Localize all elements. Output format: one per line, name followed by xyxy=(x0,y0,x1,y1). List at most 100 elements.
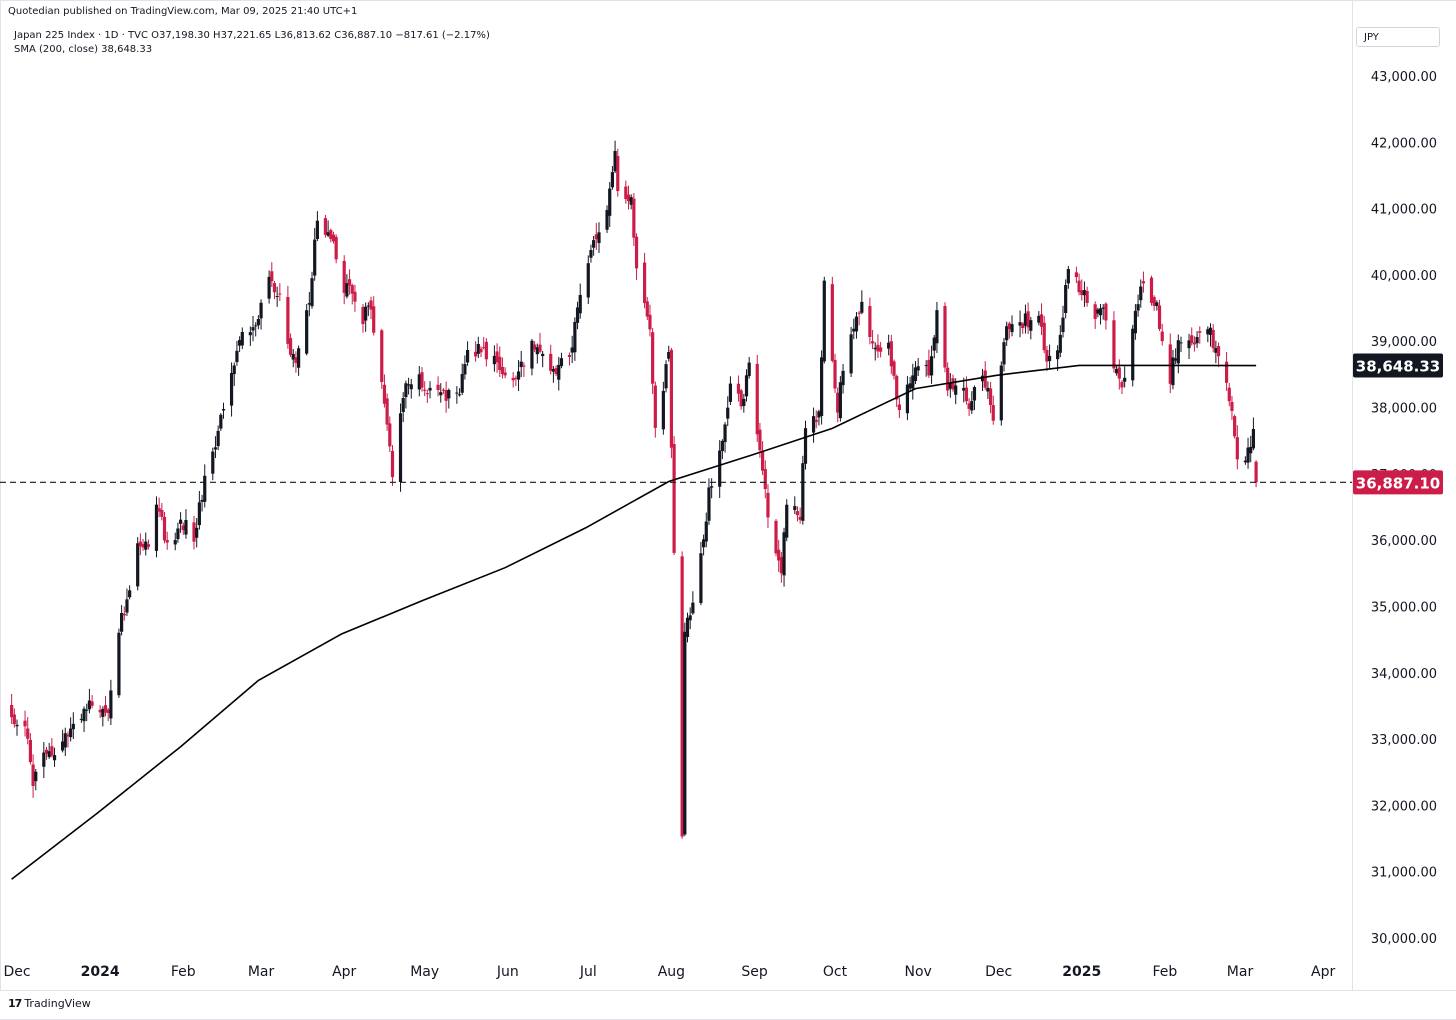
price-tick-label: 36,000.00 xyxy=(1371,534,1437,549)
candle-body xyxy=(388,423,392,447)
candle-body xyxy=(779,556,783,574)
candle-body xyxy=(1093,304,1097,319)
candle-body xyxy=(811,416,816,433)
candle-body xyxy=(763,469,767,490)
candle-body xyxy=(645,301,649,317)
candle-body xyxy=(629,197,633,205)
candle-body xyxy=(570,347,574,353)
candle-body xyxy=(868,306,872,337)
candle-body xyxy=(444,390,448,401)
candle-body xyxy=(1021,323,1025,328)
candle-body xyxy=(216,430,220,447)
sma-200-line xyxy=(11,364,1257,880)
time-tick-label: Feb xyxy=(1153,964,1178,980)
candle-body xyxy=(479,348,483,353)
candle-body xyxy=(1246,447,1250,463)
candle-body xyxy=(575,307,580,323)
candle-body xyxy=(594,234,598,240)
candle-body xyxy=(803,428,808,464)
candle-body xyxy=(1010,324,1014,333)
candle-body xyxy=(685,617,690,637)
candle-body xyxy=(744,375,749,397)
candle-body xyxy=(924,365,928,367)
tradingview-brand[interactable]: 17 TradingView xyxy=(8,997,91,1010)
price-tick-label: 35,000.00 xyxy=(1371,600,1437,615)
candle-body xyxy=(305,310,309,354)
candle-body xyxy=(766,492,770,518)
candle-body xyxy=(203,475,207,502)
candle-body xyxy=(511,377,515,381)
candle-body xyxy=(1056,350,1060,360)
candle-body xyxy=(559,358,564,367)
candle-body xyxy=(916,366,920,371)
candle-body xyxy=(197,502,201,526)
candle-body xyxy=(661,390,665,430)
candle-body xyxy=(1230,401,1234,411)
candle-body xyxy=(122,613,126,616)
candle-body xyxy=(605,210,609,230)
candle-body xyxy=(672,444,676,553)
time-tick-label: Dec xyxy=(3,964,30,980)
time-tick-label: Mar xyxy=(1227,964,1254,980)
candle-body xyxy=(876,344,880,352)
candle-body xyxy=(688,615,692,621)
candle-body xyxy=(1216,346,1221,357)
time-tick-label: Oct xyxy=(823,964,848,980)
candle-body xyxy=(616,155,620,192)
candle-body xyxy=(857,312,861,314)
time-tick-label: Dec xyxy=(985,964,1012,980)
candle-body xyxy=(1117,367,1121,379)
candle-body xyxy=(87,700,92,710)
last-price-badge xyxy=(1353,470,1443,495)
candle-body xyxy=(707,487,711,521)
candle-body xyxy=(793,506,797,510)
time-axis[interactable]: Dec 2024 Feb Mar Apr May Jun Jul Aug Sep Oct Nov Dec… xyxy=(3,964,1335,980)
sma-indicator-legend[interactable]: SMA (200, close) 38,648.33 xyxy=(14,44,153,55)
candle-body xyxy=(294,357,298,364)
candle-body xyxy=(288,338,293,355)
symbol-ohlc-legend[interactable]: Japan 225 Index · 1D · TVC O37,198.30 H3… xyxy=(14,30,490,41)
candle-body xyxy=(425,393,429,395)
candle-body xyxy=(476,343,480,354)
candle-body xyxy=(929,356,934,376)
candle-body xyxy=(613,150,617,172)
price-axis[interactable]: 30,000.00 31,000.00 32,000.00 33,000.00 34,0… xyxy=(1371,70,1437,947)
candle-body xyxy=(420,372,424,388)
candle-body xyxy=(10,704,14,718)
currency-button[interactable]: JPY xyxy=(1356,27,1440,47)
candle-body xyxy=(1139,286,1143,301)
candle-body xyxy=(817,411,821,418)
price-tick-label: 32,000.00 xyxy=(1371,799,1437,814)
candle-body xyxy=(1254,461,1258,483)
candle-body xyxy=(814,419,818,422)
candle-body xyxy=(999,365,1003,421)
candle-body xyxy=(1058,334,1062,353)
candle-body xyxy=(948,382,952,389)
candle-body xyxy=(192,522,196,542)
candle-body xyxy=(1149,277,1154,303)
candle-body xyxy=(680,556,684,837)
candle-body xyxy=(1249,446,1253,454)
candle-body xyxy=(634,236,639,269)
candle-body xyxy=(1023,313,1028,326)
candle-body xyxy=(428,387,432,391)
candle-body xyxy=(286,296,290,344)
candle-body xyxy=(742,398,746,407)
candle-body xyxy=(69,728,73,738)
candle-body xyxy=(980,375,985,382)
candle-body xyxy=(1133,310,1138,334)
candle-body xyxy=(1112,320,1116,369)
candle-body xyxy=(447,389,451,399)
candle-body xyxy=(436,384,440,390)
candle-body xyxy=(1190,335,1194,344)
candle-body xyxy=(1104,303,1108,321)
candle-body xyxy=(369,300,373,310)
candle-body xyxy=(991,405,995,421)
candle-body xyxy=(1037,315,1041,323)
candle-body xyxy=(323,218,328,235)
time-tick-label: Apr xyxy=(332,964,356,980)
candle-body xyxy=(913,367,918,382)
candle-body xyxy=(519,361,523,368)
candle-body xyxy=(1026,311,1030,328)
